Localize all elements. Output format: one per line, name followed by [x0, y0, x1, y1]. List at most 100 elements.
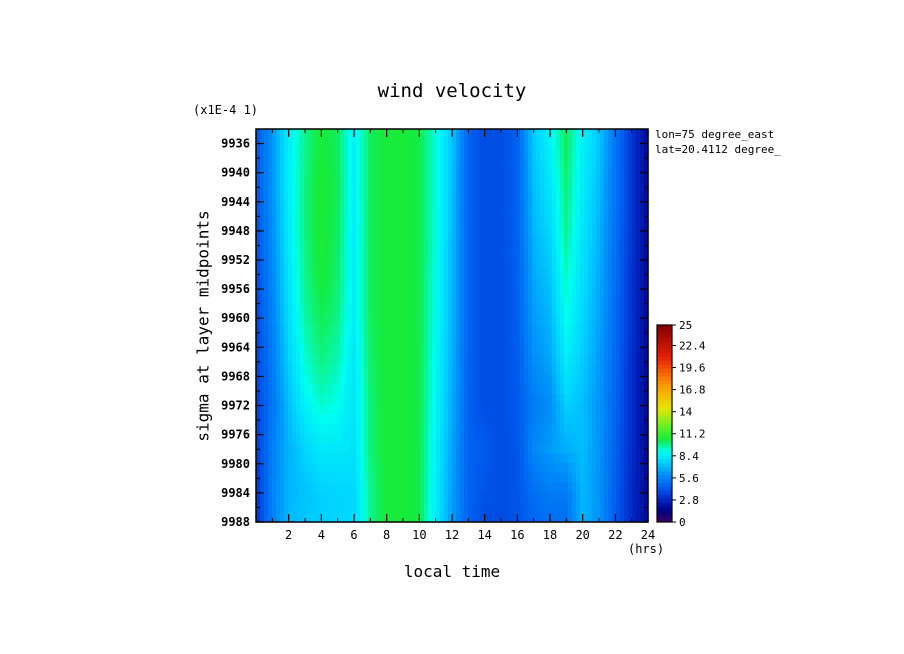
heatmap-cell [584, 296, 589, 307]
heatmap-cell [548, 433, 553, 444]
heatmap-cell [276, 453, 281, 464]
colorbar-band [657, 384, 672, 389]
heatmap-cell [496, 178, 501, 189]
heatmap-cell [272, 482, 277, 494]
heatmap-cell [448, 472, 453, 484]
heatmap-cell [572, 443, 577, 454]
heatmap-cell [360, 374, 365, 386]
heatmap-cell [484, 178, 489, 189]
heatmap-cell [452, 286, 457, 297]
heatmap-cell [604, 138, 609, 150]
heatmap-cell [632, 413, 637, 425]
heatmap-cell [504, 345, 509, 356]
heatmap-cell [280, 325, 285, 336]
heatmap-cell [388, 296, 393, 307]
heatmap-cell [348, 305, 353, 317]
heatmap-cell [292, 217, 297, 228]
heatmap-cell [328, 227, 333, 238]
heatmap-cell [516, 512, 521, 523]
heatmap-cell [404, 207, 409, 219]
heatmap-cell [276, 492, 281, 503]
heatmap-cell [368, 394, 373, 405]
heatmap-cell [256, 413, 261, 425]
heatmap-cell [320, 178, 325, 189]
heatmap-cell [576, 384, 581, 395]
heatmap-cell [316, 256, 321, 268]
heatmap-cell [312, 187, 317, 199]
heatmap-cell [380, 315, 385, 327]
heatmap-cell [472, 374, 477, 386]
heatmap-cell [620, 453, 625, 464]
heatmap-cell [556, 335, 561, 346]
heatmap-cell [416, 266, 421, 277]
heatmap-cell [372, 207, 377, 219]
colorbar-band [657, 332, 672, 338]
heatmap-cell [380, 148, 385, 160]
heatmap-cell [264, 138, 269, 150]
heatmap-cell [568, 423, 573, 435]
heatmap-cell [328, 443, 333, 454]
heatmap-cell [504, 443, 509, 454]
heatmap-cell [532, 246, 537, 258]
heatmap-cell [620, 305, 625, 317]
heatmap-cell [392, 453, 397, 464]
heatmap-cell [292, 345, 297, 356]
heatmap-cell [584, 345, 589, 356]
heatmap-cell [636, 305, 641, 317]
heatmap-cell [528, 256, 533, 268]
heatmap-cell [560, 364, 565, 376]
heatmap-cell [520, 227, 525, 238]
heatmap-cell [640, 266, 645, 277]
heatmap-cell [616, 443, 621, 454]
heatmap-cell [600, 413, 605, 425]
heatmap-cell [520, 178, 525, 189]
heatmap-cell [532, 197, 537, 209]
heatmap-cell [440, 148, 445, 160]
heatmap-cell [612, 266, 617, 277]
heatmap-cell [264, 227, 269, 238]
heatmap-cell [440, 463, 445, 474]
heatmap-cell [260, 286, 265, 297]
heatmap-cell [580, 246, 585, 258]
heatmap-cell [380, 394, 385, 405]
heatmap-cell [560, 148, 565, 160]
heatmap-cell [388, 384, 393, 395]
heatmap-cell [352, 384, 357, 395]
heatmap-cell [572, 354, 577, 366]
heatmap-cell [588, 463, 593, 474]
heatmap-cell [376, 158, 381, 169]
heatmap-cell [436, 197, 441, 209]
heatmap-cell [280, 168, 285, 179]
heatmap-cell [340, 187, 345, 199]
heatmap-cell [368, 305, 373, 317]
heatmap-cell [432, 217, 437, 228]
colorbar-band [657, 466, 672, 472]
heatmap-cell [304, 345, 309, 356]
heatmap-cell [288, 315, 293, 327]
x-axis: 2 4 6 8 10 12 14 16 18 20 22 24 [271, 129, 655, 542]
heatmap-cell [624, 168, 629, 179]
heatmap-cell [420, 305, 425, 317]
heatmap-cell [512, 354, 517, 366]
heatmap-cell [404, 345, 409, 356]
heatmap-cell [332, 512, 337, 523]
heatmap-cell [268, 237, 273, 248]
heatmap-cell [276, 237, 281, 248]
heatmap-cell [400, 345, 405, 356]
heatmap-cell [396, 168, 401, 179]
heatmap-cell [416, 178, 421, 189]
heatmap-cell [564, 207, 569, 219]
heatmap-cell [276, 325, 281, 336]
heatmap-cell [452, 129, 457, 140]
heatmap-cell [536, 207, 541, 219]
heatmap-cell [316, 138, 321, 150]
heatmap-cell [516, 404, 521, 415]
heatmap-cell [460, 374, 465, 386]
heatmap-cell [528, 158, 533, 169]
heatmap-cell [376, 335, 381, 346]
heatmap-cell [368, 482, 373, 494]
heatmap-cell [364, 404, 369, 415]
heatmap-cell [612, 345, 617, 356]
heatmap-cell [300, 246, 305, 258]
heatmap-cell [576, 354, 581, 366]
